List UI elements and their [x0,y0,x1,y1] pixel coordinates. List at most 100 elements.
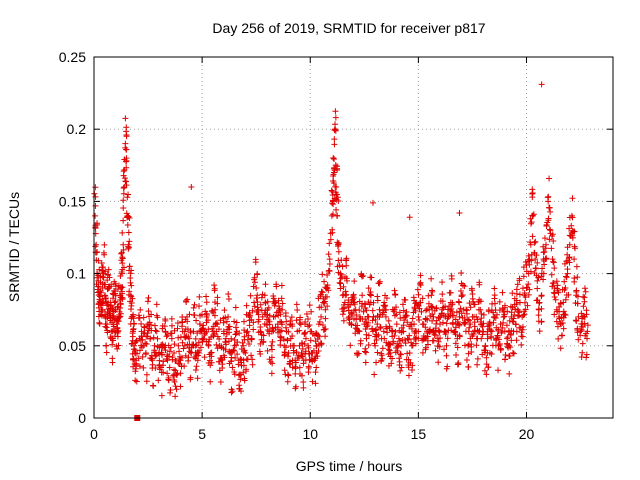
data-point [105,266,112,273]
data-point [98,289,105,296]
data-point [278,334,285,341]
data-point [130,326,137,333]
data-point [501,302,508,309]
data-point [304,315,311,322]
data-point [333,206,340,213]
data-point [419,349,426,356]
data-point [448,275,455,282]
data-point [94,249,101,256]
data-point [144,298,151,305]
data-point [412,336,419,343]
data-point [573,288,580,295]
data-point [330,154,337,161]
data-point [153,312,160,319]
data-point [463,356,470,363]
data-point [465,342,472,349]
data-point [406,214,413,221]
data-point [507,332,514,339]
data-point [340,317,347,324]
data-point [300,378,307,385]
x-tick-label: 0 [90,426,98,442]
data-point [96,320,103,327]
data-point [422,346,429,353]
data-point [171,350,178,357]
data-point [236,330,243,337]
data-point [428,287,435,294]
data-point [123,164,130,171]
data-point [404,319,411,326]
data-point [213,341,220,348]
data-point [225,295,232,302]
data-point [164,332,171,339]
data-point [104,301,111,308]
data-point [130,315,137,322]
data-point [313,364,320,371]
data-point [348,310,355,317]
data-point [432,347,439,354]
data-point [272,313,279,320]
data-point [363,307,370,314]
data-point [502,352,509,359]
data-point [94,220,101,227]
data-point [436,329,443,336]
data-point [390,338,397,345]
data-point [556,303,563,310]
data-point [546,204,553,211]
data-point [513,328,520,335]
data-point [278,327,285,334]
data-point [392,292,399,299]
data-point [223,318,230,325]
data-point [208,359,215,366]
data-point [279,300,286,307]
data-point [388,360,395,367]
data-point [333,191,340,198]
data-point [511,301,518,308]
data-point [527,239,534,246]
data-point [435,359,442,366]
data-point [444,335,451,342]
data-point [248,352,255,359]
data-point [253,285,260,292]
data-point [288,314,295,321]
data-point [430,337,437,344]
data-point [524,302,531,309]
data-point [282,344,289,351]
data-point [289,332,296,339]
data-point [96,319,103,326]
data-point [313,343,320,350]
data-point [237,376,244,383]
data-point [538,305,545,312]
data-point [187,376,194,383]
data-point [248,336,255,343]
data-point [129,295,136,302]
data-point [467,304,474,311]
data-point [220,352,227,359]
data-point [495,342,502,349]
data-point [343,262,350,269]
data-point [120,204,127,211]
data-point [521,299,528,306]
data-point [439,279,446,286]
data-point [545,215,552,222]
data-point [127,279,134,286]
data-point [236,382,243,389]
data-point [583,354,590,361]
data-point [375,332,382,339]
data-point [347,302,354,309]
data-point [128,267,135,274]
data-point [119,284,126,291]
data-point [317,293,324,300]
data-point [559,320,566,327]
data-point [232,324,239,331]
data-point [457,287,464,294]
data-point [246,309,253,316]
data-point [371,371,378,378]
data-point [303,311,310,318]
data-point [373,359,380,366]
data-point [291,342,298,349]
data-point [427,326,434,333]
y-tick-label: 0.2 [67,121,87,137]
data-point [95,257,102,264]
data-point [136,363,143,370]
data-point [546,175,553,182]
